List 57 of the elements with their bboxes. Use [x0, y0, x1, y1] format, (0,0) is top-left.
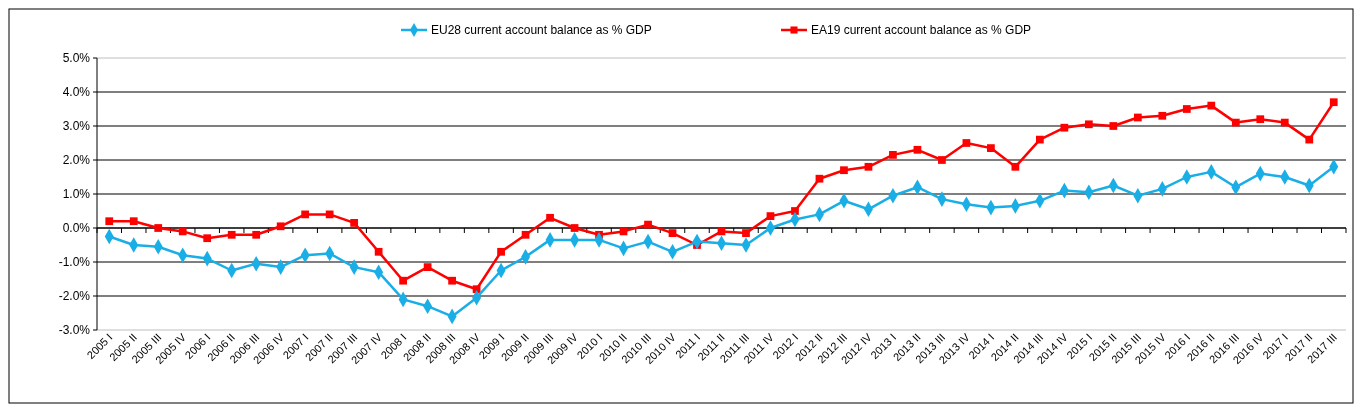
- y-tick-label: 5.0%: [62, 51, 91, 66]
- point: [129, 217, 138, 226]
- y-tick-label: 0.0%: [62, 221, 91, 236]
- point: [791, 207, 799, 215]
- point: [766, 212, 775, 220]
- legend-label: EA19 current account balance as % GDP: [811, 23, 1032, 38]
- point: [276, 222, 285, 231]
- point: [399, 276, 407, 285]
- point: [1109, 122, 1118, 130]
- point: [962, 139, 971, 147]
- point: [938, 156, 946, 164]
- point: [497, 247, 505, 256]
- point: [374, 247, 383, 256]
- point: [668, 229, 677, 237]
- point: [987, 144, 995, 152]
- legend-label: EU28 current account balance as % GDP: [431, 23, 652, 38]
- point: [1280, 118, 1289, 127]
- point: [742, 229, 750, 237]
- point: [105, 217, 114, 226]
- y-tick-label: -2.0%: [58, 289, 91, 304]
- point: [203, 234, 212, 243]
- point: [1256, 115, 1265, 124]
- point: [325, 210, 334, 219]
- point: [570, 224, 579, 232]
- point: [154, 224, 163, 232]
- point: [227, 230, 236, 239]
- point: [1036, 135, 1044, 144]
- point: [1011, 162, 1020, 171]
- point: [448, 276, 456, 285]
- y-tick-label: 1.0%: [62, 187, 91, 202]
- point: [546, 213, 554, 222]
- point: [178, 227, 187, 236]
- point: [1158, 111, 1167, 120]
- y-tick-label: -1.0%: [58, 255, 91, 270]
- point: [1060, 123, 1069, 132]
- point: [423, 263, 432, 271]
- point: [1207, 101, 1216, 110]
- point: [644, 220, 652, 229]
- point: [889, 151, 897, 159]
- point: [864, 162, 873, 171]
- point: [815, 174, 824, 183]
- point: [840, 166, 848, 175]
- y-tick-label: 4.0%: [62, 85, 91, 100]
- point: [301, 210, 310, 219]
- point: [350, 219, 359, 227]
- point: [1182, 105, 1191, 113]
- y-tick-label: 2.0%: [62, 153, 91, 168]
- point: [1231, 118, 1240, 127]
- point: [1133, 113, 1142, 122]
- point: [1084, 120, 1093, 129]
- point: [521, 230, 530, 239]
- point: [913, 145, 922, 154]
- point: [1305, 135, 1314, 144]
- point: [1329, 98, 1338, 107]
- y-tick-label: -3.0%: [58, 323, 91, 338]
- y-tick-label: 3.0%: [62, 119, 91, 134]
- point: [252, 230, 261, 239]
